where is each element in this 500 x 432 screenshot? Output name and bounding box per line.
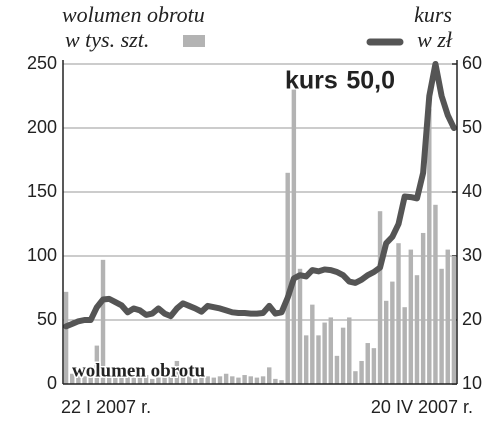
x-tick-label: 20 IV 2007 r. [371,397,473,417]
bar [199,375,204,384]
bar [106,373,112,384]
bar [279,380,284,384]
bar [150,378,155,384]
bar [396,243,401,384]
bar [131,376,137,384]
bar [205,376,210,384]
bar [322,322,327,384]
bar [316,335,321,384]
bar [143,375,149,384]
bar [162,377,167,384]
legend-bar-name: wolumen obrotu [62,2,205,27]
y2-tick-label: 10 [462,373,482,393]
bar [211,377,217,384]
bar [445,249,450,384]
legend-line-unit: w zł [417,27,453,52]
bar [180,373,186,384]
bar [439,268,444,384]
bar [291,89,297,384]
bar [63,291,69,384]
bar [297,268,303,384]
bar [273,378,278,384]
bar [82,376,87,384]
bar [402,307,407,384]
bar [371,348,377,384]
line-value-label: 50,0 [346,67,395,95]
bar [433,204,438,384]
legend-line-name: kurs [414,2,452,27]
bar [168,371,173,384]
bar [383,300,389,384]
y2-tick-label: 30 [462,245,482,265]
bar [156,377,161,384]
bar [76,375,81,384]
bar [174,360,180,384]
bar [217,376,223,384]
y2-tick-label: 20 [462,309,482,329]
bar [353,371,358,384]
y-tick-label: 250 [27,53,57,73]
bar [119,377,124,384]
bar [285,172,290,384]
bar [310,304,315,384]
bar [377,211,383,384]
y2-tick-label: 60 [462,53,482,73]
bar [260,376,266,384]
bar [88,377,93,384]
y-tick-label: 100 [27,245,57,265]
bar [340,327,346,384]
bar [303,335,309,384]
bar [137,377,143,384]
bar [365,343,370,384]
bar [94,345,100,384]
y-tick-label: 150 [27,181,57,201]
bar [230,376,235,384]
y-tick-label: 0 [47,373,57,393]
bar [334,355,340,384]
bar [242,375,247,384]
bar [223,373,229,384]
x-tick-label: 22 I 2007 r. [61,397,151,417]
bar [347,317,352,384]
bar [414,275,420,384]
y-tick-label: 50 [37,309,57,329]
bar [254,377,260,384]
bar [100,259,106,384]
bar [186,376,192,384]
bar [193,378,198,384]
bar [451,256,457,384]
bar [113,376,118,384]
bar [390,281,395,384]
bar [267,367,272,384]
bar [359,360,364,384]
bar-annotation: wolumen obrotu [72,360,206,381]
bar [248,376,253,384]
legend-bar-unit: w tys. szt. [65,27,149,52]
bar [328,317,334,384]
bar [125,373,130,384]
bar [408,249,414,384]
price-line [63,61,457,330]
bar [427,108,432,385]
legend-bar-swatch [183,35,205,47]
y2-tick-label: 40 [462,181,482,201]
bar [70,373,75,384]
y-tick-label: 200 [27,117,57,137]
bar [236,377,241,384]
line-label-prefix: kurs [285,67,338,95]
bar [420,232,426,384]
y2-tick-label: 50 [462,117,482,137]
